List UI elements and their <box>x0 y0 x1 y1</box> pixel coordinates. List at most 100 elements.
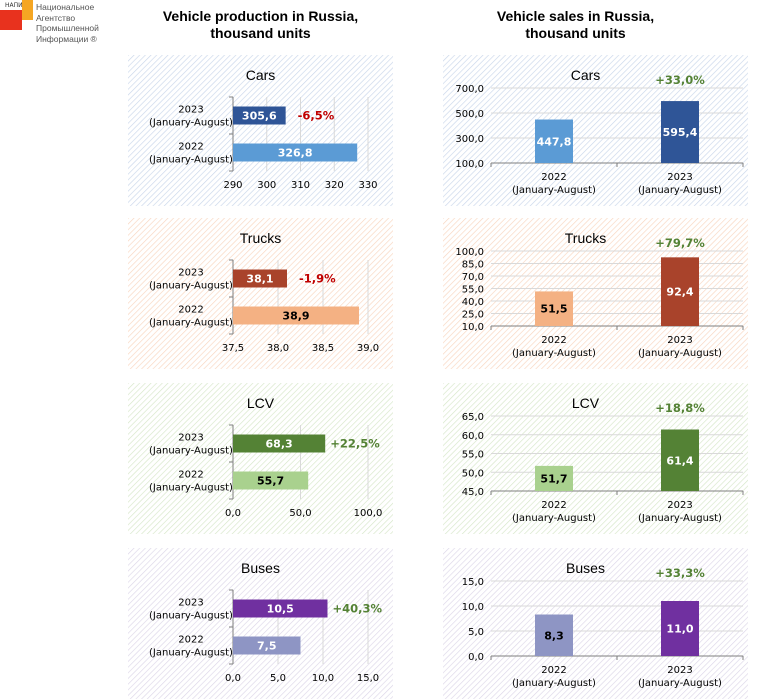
logo-line-1: Национальное <box>36 2 95 12</box>
chart-title: LCV <box>247 395 275 411</box>
category-label-year: 2022 <box>178 635 203 646</box>
production-header: Vehicle production in Russia, thousand u… <box>128 8 393 42</box>
bar <box>233 599 328 618</box>
category-label-period: (January-August) <box>149 648 233 659</box>
bar <box>535 465 573 491</box>
bar <box>661 101 699 163</box>
category-label-year: 2022 <box>178 142 203 153</box>
y-tick-label: 300,0 <box>455 134 484 145</box>
y-tick-label: 60,0 <box>462 431 484 442</box>
logo-abbr: НАПИ <box>5 2 23 9</box>
change-percent-label: +22,5% <box>330 437 380 451</box>
bar <box>233 636 301 655</box>
logo-line-3: Промышленной <box>36 23 99 33</box>
prod-cars-svg: Cars 290 300 310 320 330 305,6 2023 (January-Aug… <box>128 55 393 206</box>
category-label-year: 2023 <box>667 335 692 346</box>
bar-value-label: 11,0 <box>666 623 693 636</box>
bar <box>233 306 359 325</box>
category-label-year: 2023 <box>178 268 203 279</box>
sales-header: Vehicle sales in Russia, thousand units <box>443 8 708 42</box>
x-tick-label: 290 <box>223 180 242 191</box>
bar-value-label: 8,3 <box>544 629 564 642</box>
chart-hatch-background <box>128 218 393 369</box>
y-tick-label: 15,0 <box>462 577 484 588</box>
change-percent-label: +33,0% <box>655 73 705 87</box>
production-header-line-2: thousand units <box>210 25 311 41</box>
y-tick-label: 70,0 <box>462 272 484 283</box>
x-tick-label: 37,5 <box>222 343 244 354</box>
y-tick-label: 100,0 <box>455 247 484 258</box>
category-label-period: (January-August) <box>149 446 233 457</box>
sales-buses-chart: Buses 0,0 5,0 10,0 15,0 8,3 2022 (January-Augus… <box>443 548 748 699</box>
logo-red-square <box>0 10 22 30</box>
y-tick-label: 100,0 <box>455 159 484 170</box>
prod-cars-chart: Cars 290 300 310 320 330 305,6 2023 (January-Aug… <box>128 55 393 206</box>
sales-lcv-svg: LCV 45,0 50,0 55,0 60,0 65,0 51,7 2022 (January-… <box>443 383 748 534</box>
chart-title: Cars <box>246 67 276 83</box>
x-tick-label: 100,0 <box>354 508 383 519</box>
bar <box>233 106 286 125</box>
y-tick-label: 5,0 <box>468 627 484 638</box>
sales-header-line-1: Vehicle sales in Russia, <box>496 8 655 24</box>
sales-cars-chart: Cars 100,0 300,0 500,0 700,0 447,8 2022 (Januar… <box>443 55 748 206</box>
category-label-period: (January-August) <box>638 513 722 524</box>
chart-title: Buses <box>566 560 605 576</box>
logo-line-4: Информации ® <box>36 33 97 44</box>
x-tick-label: 15,0 <box>357 673 379 684</box>
y-tick-label: 40,0 <box>462 297 484 308</box>
category-label-year: 2023 <box>178 105 203 116</box>
category-label-period: (January-August) <box>149 155 233 166</box>
bar <box>535 291 573 326</box>
chart-hatch-background <box>128 548 393 699</box>
category-label-period: (January-August) <box>149 611 233 622</box>
bar-value-label: 92,4 <box>666 286 693 299</box>
logo-orange-square <box>22 0 33 20</box>
bar-value-label: 38,1 <box>246 273 273 286</box>
y-tick-label: 45,0 <box>462 487 484 498</box>
category-label-period: (January-August) <box>638 678 722 689</box>
x-tick-label: 300 <box>257 180 276 191</box>
prod-trucks-svg: Trucks 37,5 38,0 38,5 39,0 38,1 2023 (January-A… <box>128 218 393 369</box>
change-percent-label: +33,3% <box>655 566 705 580</box>
sales-header-line-2: thousand units <box>525 25 626 41</box>
x-tick-label: 38,5 <box>312 343 334 354</box>
category-label-year: 2023 <box>667 500 692 511</box>
bar <box>535 614 573 656</box>
chart-title: Trucks <box>240 230 281 246</box>
bar-value-label: 326,8 <box>278 147 313 160</box>
y-tick-label: 10,0 <box>462 602 484 613</box>
category-label-year: 2022 <box>178 305 203 316</box>
bar <box>233 471 309 490</box>
bar-value-label: 595,4 <box>663 126 698 139</box>
change-percent-label: -6,5% <box>298 109 335 123</box>
chart-title: Buses <box>241 560 280 576</box>
x-tick-label: 5,0 <box>270 673 286 684</box>
bar-value-label: 447,8 <box>537 135 572 148</box>
prod-lcv-svg: LCV 0,0 50,0 100,0 68,3 2023 (January-August) 5… <box>128 383 393 534</box>
x-tick-label: 0,0 <box>225 673 241 684</box>
chart-hatch-background <box>128 55 393 206</box>
bar-value-label: 305,6 <box>242 110 277 123</box>
y-tick-label: 55,0 <box>462 285 484 296</box>
y-tick-label: 10,0 <box>462 322 484 333</box>
category-label-period: (January-August) <box>149 118 233 129</box>
bar <box>535 119 573 163</box>
category-label-year: 2023 <box>178 598 203 609</box>
x-tick-label: 0,0 <box>225 508 241 519</box>
x-tick-label: 310 <box>291 180 310 191</box>
bar <box>661 429 699 491</box>
bar-value-label: 51,5 <box>540 303 567 316</box>
bar-value-label: 7,5 <box>257 640 277 653</box>
category-label-period: (January-August) <box>512 513 596 524</box>
y-tick-label: 85,0 <box>462 260 484 271</box>
change-percent-label: +40,3% <box>333 602 383 616</box>
y-tick-label: 0,0 <box>468 652 484 663</box>
category-label-year: 2023 <box>178 433 203 444</box>
change-percent-label: -1,9% <box>299 272 336 286</box>
chart-title: LCV <box>572 395 600 411</box>
bar <box>233 434 326 453</box>
chart-title: Trucks <box>565 230 606 246</box>
x-tick-label: 330 <box>358 180 377 191</box>
chart-hatch-background <box>128 383 393 534</box>
category-label-period: (January-August) <box>149 318 233 329</box>
